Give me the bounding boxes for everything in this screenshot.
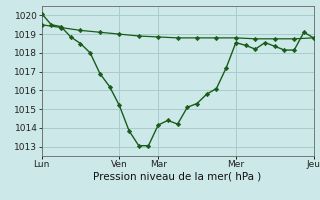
X-axis label: Pression niveau de la mer( hPa ): Pression niveau de la mer( hPa ) — [93, 172, 262, 182]
